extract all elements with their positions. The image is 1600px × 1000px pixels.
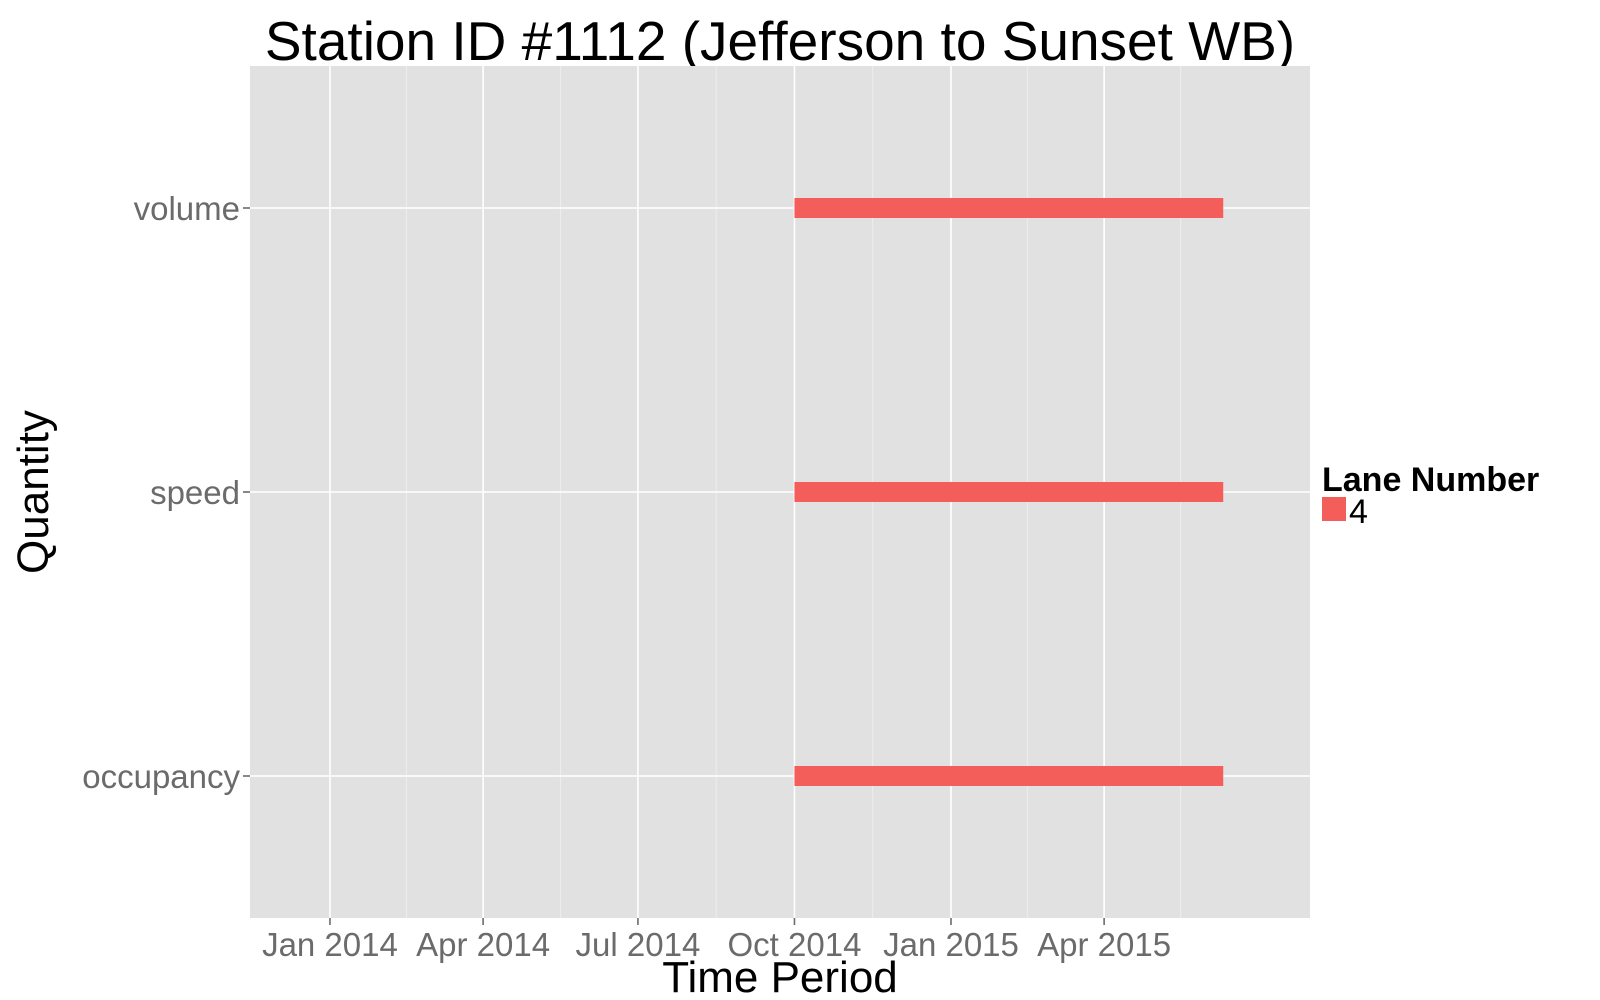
x-axis-title: Time Period — [662, 953, 898, 1000]
legend: Lane Number 4 — [1322, 461, 1539, 531]
x-tick-label: Apr 2014 — [416, 926, 550, 963]
x-axis: Jan 2014 Apr 2014 Jul 2014 Oct 2014 Jan 2015… — [262, 918, 1171, 963]
x-tick-label: Jan 2015 — [883, 926, 1019, 963]
y-tick-label: speed — [150, 474, 240, 511]
legend-key-swatch — [1322, 497, 1346, 521]
bar-segment-volume — [794, 198, 1224, 218]
chart-title: Station ID #1112 (Jefferson to Sunset WB… — [265, 10, 1295, 72]
y-axis-title: Quantity — [9, 410, 58, 574]
x-tick-label: Oct 2014 — [728, 926, 862, 963]
bar-segments — [794, 198, 1224, 786]
bar-segment-occupancy — [794, 766, 1224, 786]
legend-label: 4 — [1349, 493, 1368, 531]
x-tick-label: Jul 2014 — [576, 926, 701, 963]
y-tick-label: occupancy — [82, 758, 240, 795]
y-axis: volume speed occupancy — [82, 190, 250, 795]
x-tick-label: Jan 2014 — [262, 926, 398, 963]
x-tick-label: Apr 2015 — [1037, 926, 1171, 963]
y-tick-label: volume — [134, 190, 240, 227]
bar-segment-speed — [794, 482, 1224, 502]
legend-title: Lane Number — [1322, 461, 1539, 499]
